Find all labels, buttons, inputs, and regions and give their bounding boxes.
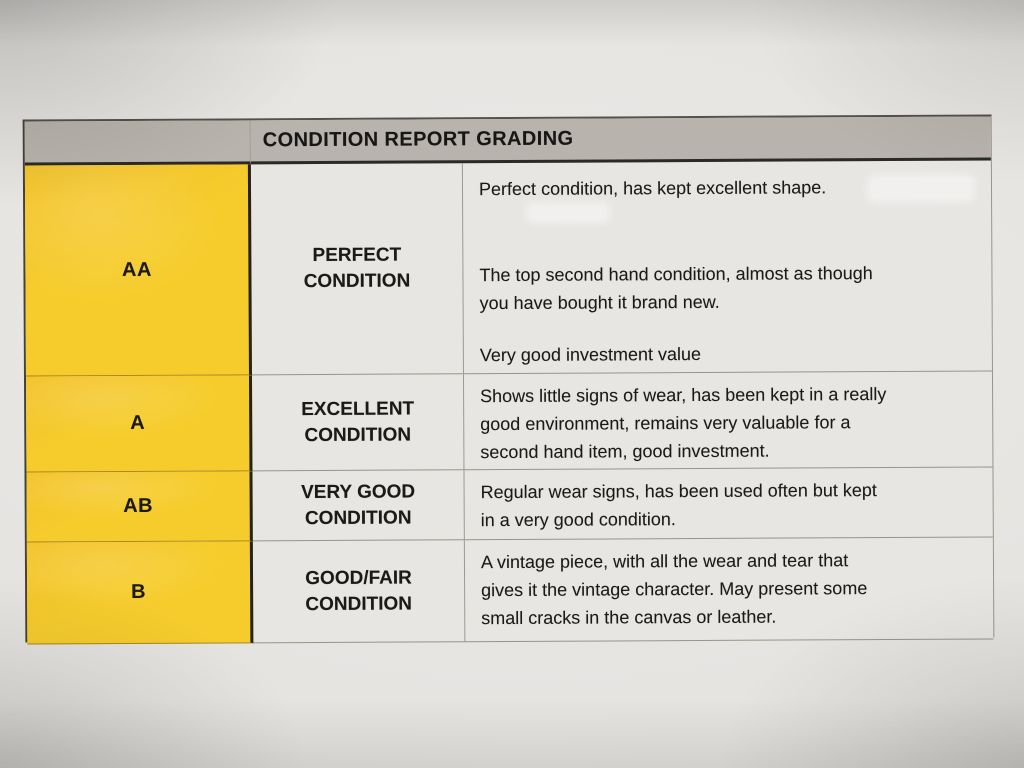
label-cell-very-good-condition: VERY GOOD CONDITION: [252, 470, 465, 542]
grade-cell-aa: AA: [24, 164, 252, 377]
table-title: CONDITION REPORT GRADING: [262, 127, 574, 152]
label-cell-perfect-condition: PERFECT CONDITION: [250, 163, 464, 376]
description-paragraph: Perfect condition, has kept excellent sh…: [478, 177, 827, 200]
label-cell-excellent-condition: EXCELLENT CONDITION: [251, 374, 465, 472]
description-cell-aa: Perfect condition, has kept excellent sh…: [462, 160, 992, 375]
condition-label: EXCELLENT CONDITION: [301, 398, 415, 446]
table-header: CONDITION REPORT GRADING: [250, 116, 991, 165]
grade-code: B: [131, 580, 147, 603]
grade-code: AA: [121, 258, 152, 281]
description-paragraph: Very good investment value: [479, 343, 702, 366]
condition-label: GOOD/FAIR CONDITION: [305, 567, 413, 615]
grade-cell-a: A: [25, 375, 253, 473]
grade-cell-b: B: [26, 541, 254, 645]
condition-grading-table: CONDITION REPORT GRADING AA PERFECT COND…: [22, 114, 995, 645]
header-blank-cell: [24, 120, 251, 166]
condition-label: PERFECT CONDITION: [303, 244, 411, 293]
description-paragraph: Shows little signs of wear, has been kep…: [480, 384, 887, 463]
grade-code: AB: [123, 494, 154, 518]
description-paragraph: Regular wear signs, has been used often …: [480, 480, 877, 531]
grade-code: A: [130, 411, 146, 434]
description-cell-a: Shows little signs of wear, has been kep…: [463, 371, 993, 471]
description-paragraph: The top second hand condition, almost as…: [479, 263, 873, 314]
condition-label: VERY GOOD CONDITION: [301, 481, 416, 529]
description-cell-b: A vintage piece, with all the wear and t…: [464, 537, 994, 643]
description-paragraph: A vintage piece, with all the wear and t…: [480, 550, 868, 629]
grade-cell-ab: AB: [26, 471, 253, 543]
label-cell-good-fair-condition: GOOD/FAIR CONDITION: [252, 540, 466, 644]
description-cell-ab: Regular wear signs, has been used often …: [464, 467, 993, 541]
